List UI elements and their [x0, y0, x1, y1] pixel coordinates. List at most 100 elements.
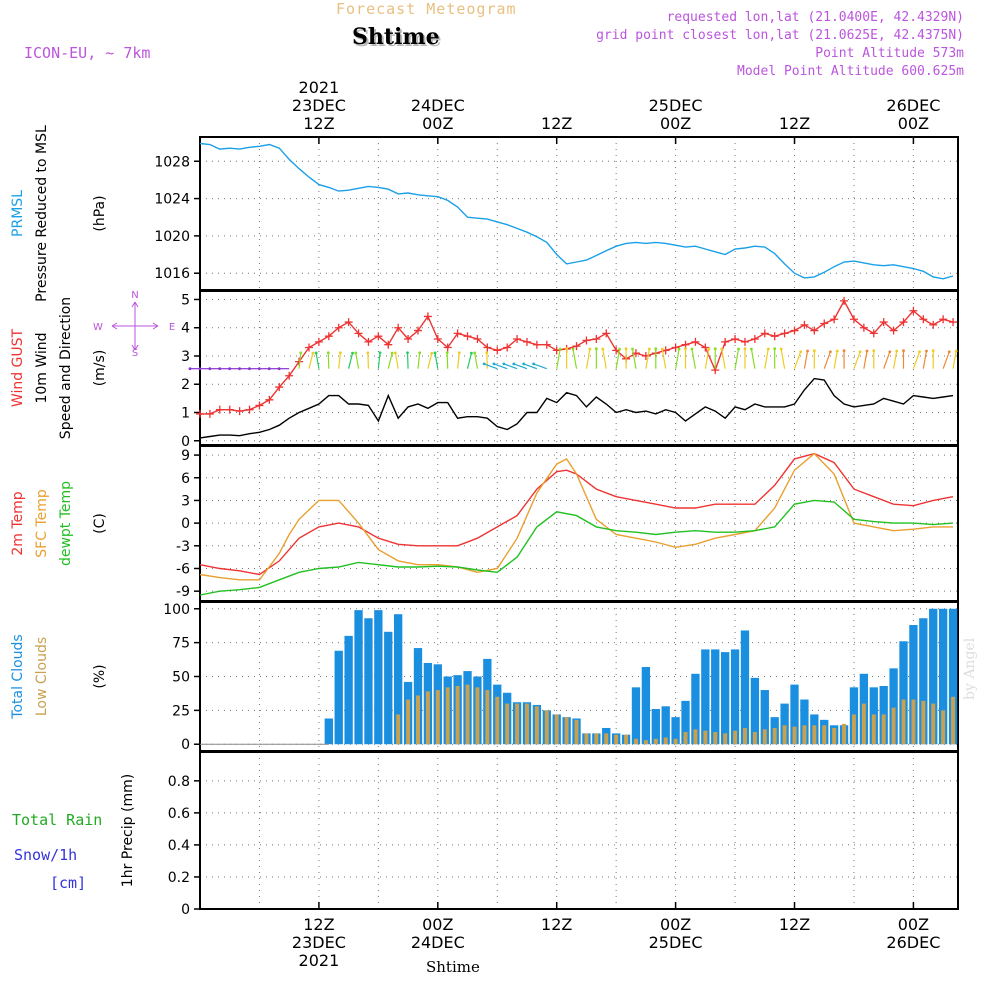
- wind-arrow-head: [766, 347, 770, 351]
- y-tick-label: 100: [163, 602, 190, 618]
- low-cloud-bar: [911, 699, 916, 745]
- wind-arrow-head: [601, 347, 605, 351]
- total-cloud-bar: [740, 630, 750, 745]
- low-cloud-bar: [693, 729, 698, 745]
- wind-arrow-head: [750, 347, 753, 351]
- series-line: [199, 452, 954, 576]
- gust-marker: [285, 371, 294, 380]
- wind-arrow: [503, 363, 518, 370]
- gust-marker: [394, 323, 403, 332]
- wind-arrow: [298, 352, 302, 369]
- y-tick-label: 0.2: [168, 870, 190, 886]
- wind-arrow-head: [779, 347, 783, 351]
- wind-arrow: [721, 348, 726, 369]
- low-cloud-bar: [515, 703, 520, 745]
- gust-marker: [384, 340, 393, 349]
- bottom-time-label: 12Z: [541, 915, 572, 934]
- low-cloud-bar: [673, 738, 678, 745]
- panel-frame: [199, 136, 959, 291]
- wind-arrow-head: [925, 349, 928, 353]
- bottom-time-label: 00Z: [660, 915, 691, 934]
- wind-arrow: [493, 363, 508, 370]
- wind-arrow-head: [470, 351, 473, 355]
- wind-arrow: [486, 352, 488, 369]
- low-cloud-bar: [574, 719, 579, 745]
- wind-arrow: [446, 352, 449, 369]
- low-cloud-bar: [713, 732, 718, 745]
- wind-arrow-head: [888, 350, 892, 354]
- gust-marker: [493, 346, 502, 355]
- panel-0: 1016 1020 1024 1028 PRMSL Pressure Reduced to…: [10, 125, 959, 302]
- wind-arrow-head: [647, 347, 651, 351]
- panel-unit: (m/s): [92, 350, 108, 387]
- total-cloud-bar: [354, 610, 363, 745]
- low-cloud-bar: [792, 726, 797, 745]
- wind-arrow: [338, 352, 341, 369]
- y-tick-label: 0: [181, 902, 190, 918]
- gust-marker: [671, 343, 680, 352]
- wind-arrow: [513, 363, 528, 370]
- gust-marker: [721, 337, 730, 346]
- gust-marker: [592, 335, 601, 344]
- y-tick-label: 25: [172, 703, 190, 719]
- low-cloud-bar: [524, 703, 529, 745]
- wind-arrow-head: [457, 351, 461, 355]
- y-tick-label: 50: [172, 670, 190, 686]
- panel-label: dewpt Temp: [58, 481, 74, 566]
- point-altitude: Point Altitude 573m: [815, 46, 964, 61]
- y-tick-label: 9: [181, 448, 190, 464]
- total-cloud-bar: [750, 677, 760, 745]
- wind-arrow-head: [314, 351, 318, 355]
- wind-arrow-head: [311, 351, 315, 355]
- model-point-altitude: Model Point Altitude 600.625m: [737, 64, 964, 79]
- location-name: Shtime: [352, 24, 440, 50]
- gust-marker: [334, 323, 343, 332]
- wind-arrow: [348, 353, 354, 369]
- wind-arrow-head: [326, 351, 330, 355]
- wind-arrow-head: [799, 350, 803, 354]
- wind-arrow-head: [208, 367, 212, 371]
- wind-arrow: [387, 353, 393, 369]
- wind-arrow-head: [502, 362, 506, 366]
- gust-marker: [354, 329, 363, 338]
- low-cloud-bar: [812, 725, 817, 745]
- wind-arrow: [474, 352, 479, 369]
- wind-arrow-head: [366, 351, 370, 355]
- panel-frame: [199, 751, 959, 910]
- total-cloud-bar: [701, 649, 710, 745]
- wind-arrow: [704, 348, 710, 369]
- total-cloud-bar: [384, 631, 393, 745]
- gust-marker: [413, 326, 422, 335]
- total-cloud-bar: [334, 650, 343, 745]
- total-cloud-bar: [780, 703, 789, 745]
- wind-arrow-head: [947, 350, 951, 354]
- wind-arrow: [533, 363, 548, 370]
- panel-1: 0 1 2 3 4 5 Wind GUST 10m Wind Speed and Directi…: [10, 290, 959, 450]
- model-name: ICON-EU, ~ 7km: [24, 44, 151, 62]
- gust-marker: [949, 318, 958, 327]
- total-cloud-bar: [909, 625, 918, 745]
- top-time-label: 25DEC: [649, 96, 703, 115]
- wind-arrow: [803, 350, 809, 369]
- low-cloud-bar: [544, 710, 549, 745]
- wind-arrow-head: [594, 347, 598, 351]
- bottom-time-label: 12Z: [303, 915, 334, 934]
- wind-arrow: [853, 351, 861, 369]
- gust-marker: [453, 329, 462, 338]
- low-cloud-bar: [891, 707, 896, 745]
- wind-arrow: [406, 352, 409, 369]
- low-cloud-bar: [475, 687, 480, 745]
- low-cloud-bar: [733, 730, 738, 745]
- y-tick-label: 1024: [154, 192, 190, 208]
- low-cloud-bar: [881, 714, 886, 745]
- wind-arrow-head: [338, 351, 342, 355]
- gust-marker: [810, 326, 819, 335]
- top-time-label: 00Z: [898, 114, 929, 133]
- gust-marker: [800, 320, 809, 329]
- panel-label: Total Clouds: [10, 634, 26, 719]
- gust-marker: [820, 319, 829, 328]
- wind-arrow-head: [485, 351, 489, 355]
- wind-direction-legend: N S W E: [93, 290, 175, 359]
- wind-arrow-head: [299, 351, 303, 355]
